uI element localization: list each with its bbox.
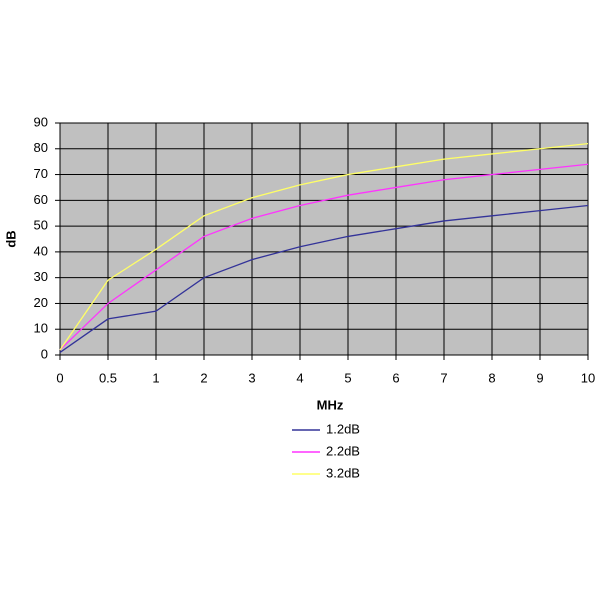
x-tick-label: 0.5 xyxy=(99,370,117,385)
series-line xyxy=(59,204,589,353)
legend-label: 1.2dB xyxy=(326,421,360,436)
x-tick-label: 2 xyxy=(200,370,207,385)
x-tick-label: 4 xyxy=(296,370,303,385)
y-tick-label: 80 xyxy=(34,140,48,155)
y-tick-label: 10 xyxy=(34,321,48,336)
x-tick-label: 7 xyxy=(440,370,447,385)
x-tick-label: 10 xyxy=(581,370,595,385)
y-axis-label: dB xyxy=(3,230,18,247)
series-line xyxy=(59,142,589,351)
y-tick-label: 90 xyxy=(34,114,48,129)
legend-label: 3.2dB xyxy=(326,465,360,480)
y-tick-label: 30 xyxy=(34,269,48,284)
x-tick-label: 5 xyxy=(344,370,351,385)
x-tick-label: 9 xyxy=(536,370,543,385)
legend-label: 2.2dB xyxy=(326,443,360,458)
series-line xyxy=(59,163,589,351)
plot-area xyxy=(59,122,589,356)
y-tick-label: 60 xyxy=(34,192,48,207)
y-tick-label: 70 xyxy=(34,166,48,181)
x-tick-label: 8 xyxy=(488,370,495,385)
y-tick-label: 0 xyxy=(41,346,48,361)
x-tick-label: 1 xyxy=(152,370,159,385)
x-tick-label: 6 xyxy=(392,370,399,385)
x-axis-label: MHz xyxy=(317,397,344,412)
y-tick-label: 20 xyxy=(34,295,48,310)
y-tick-label: 50 xyxy=(34,218,48,233)
x-tick-label: 3 xyxy=(248,370,255,385)
y-tick-label: 40 xyxy=(34,243,48,258)
x-tick-label: 0 xyxy=(56,370,63,385)
